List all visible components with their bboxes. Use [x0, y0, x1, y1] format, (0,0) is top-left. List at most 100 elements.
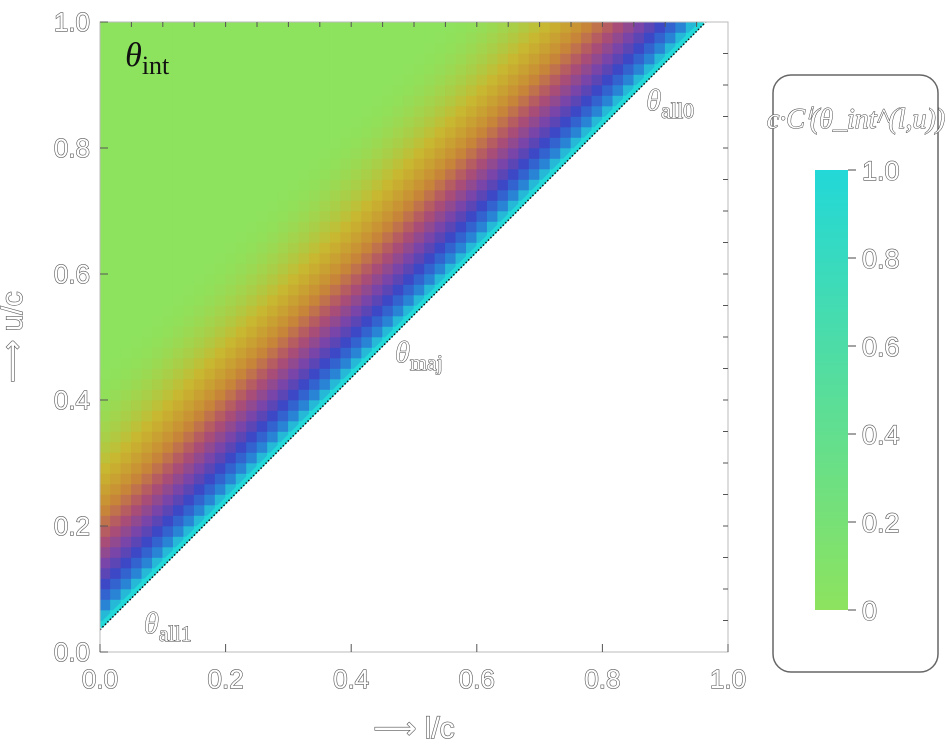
- heatmap-cell: [214, 95, 226, 107]
- heatmap-cell: [131, 63, 143, 75]
- heatmap-cell: [466, 95, 478, 107]
- heatmap-cell: [172, 158, 185, 170]
- heatmap-cell: [246, 378, 258, 390]
- heatmap-cell: [277, 242, 289, 254]
- heatmap-cell: [518, 179, 530, 191]
- heatmap-cell: [392, 116, 404, 128]
- heatmap-cell: [141, 252, 153, 264]
- heatmap-cell: [183, 158, 195, 170]
- heatmap-cell: [152, 32, 164, 44]
- heatmap-cell: [256, 284, 268, 296]
- heatmap-cell: [507, 22, 519, 33]
- heatmap-cell: [256, 273, 268, 285]
- heatmap-cell: [382, 84, 394, 96]
- heatmap-cell: [246, 357, 258, 369]
- heatmap-cell: [110, 515, 122, 527]
- heatmap-cell: [225, 452, 237, 464]
- heatmap-cell: [193, 284, 205, 296]
- heatmap-cell: [549, 32, 561, 44]
- heatmap-cell: [413, 105, 425, 117]
- heatmap-cell: [131, 494, 143, 506]
- heatmap-cell: [539, 95, 551, 107]
- heatmap-cell: [110, 263, 122, 275]
- heatmap-cell: [486, 210, 499, 222]
- heatmap-cell: [528, 63, 540, 75]
- heatmap-cell: [382, 42, 394, 54]
- heatmap-cell: [246, 116, 258, 128]
- heatmap-cell: [382, 263, 394, 275]
- heatmap-cell: [100, 452, 111, 464]
- heatmap-cell: [256, 210, 268, 222]
- heatmap-cell: [131, 452, 143, 464]
- heatmap-cell: [162, 116, 174, 128]
- heatmap-cell: [392, 242, 404, 254]
- heatmap-cell: [100, 410, 111, 422]
- heatmap-cell: [466, 63, 478, 75]
- heatmap-cell: [267, 137, 279, 149]
- heatmap-cell: [183, 147, 195, 159]
- heatmap-cell: [329, 242, 342, 254]
- heatmap-cell: [225, 189, 237, 201]
- heatmap-cell: [235, 42, 247, 54]
- heatmap-cell: [329, 22, 342, 33]
- heatmap-cell: [100, 462, 111, 474]
- heatmap-cell: [476, 84, 488, 96]
- heatmap-cell: [131, 357, 143, 369]
- heatmap-cell: [382, 137, 394, 149]
- heatmap-cell: [172, 210, 185, 222]
- heatmap-cell: [319, 284, 331, 296]
- heatmap-cell: [413, 63, 425, 75]
- heatmap-cell: [434, 147, 446, 159]
- heatmap-cell: [172, 84, 185, 96]
- heatmap-cell: [329, 126, 342, 138]
- heatmap-cell: [204, 336, 216, 348]
- heatmap-cell: [329, 42, 342, 54]
- heatmap-cell: [100, 273, 111, 285]
- heatmap-cell: [288, 420, 300, 432]
- heatmap-cell: [581, 74, 593, 86]
- heatmap-cell: [225, 221, 237, 233]
- heatmap-cell: [214, 357, 226, 369]
- heatmap-cell: [350, 179, 362, 191]
- heatmap-cell: [497, 22, 509, 33]
- heatmap-cell: [497, 168, 509, 180]
- heatmap-cell: [361, 32, 373, 44]
- heatmap-cell: [361, 189, 373, 201]
- heatmap-cell: [466, 22, 478, 33]
- heatmap-cell: [152, 546, 164, 558]
- heatmap-cell: [424, 53, 436, 65]
- heatmap-cell: [319, 53, 331, 65]
- heatmap-cell: [413, 74, 425, 86]
- heatmap-cell: [100, 588, 111, 600]
- heatmap-cell: [152, 137, 164, 149]
- heatmap-cell: [298, 42, 310, 54]
- heatmap-cell: [298, 252, 310, 264]
- heatmap-cell: [193, 347, 205, 359]
- heatmap-cell: [413, 53, 425, 65]
- heatmap-cell: [445, 147, 457, 159]
- heatmap-cell: [110, 305, 122, 317]
- heatmap-cell: [424, 189, 436, 201]
- heatmap-cell: [413, 231, 425, 243]
- heatmap-cell: [204, 431, 216, 443]
- heatmap-cell: [162, 315, 174, 327]
- heatmap-cell: [162, 389, 174, 401]
- heatmap-cell: [319, 305, 331, 317]
- heatmap-cell: [256, 200, 268, 212]
- heatmap-cell: [329, 294, 342, 306]
- heatmap-cell: [350, 210, 362, 222]
- heatmap-cell: [288, 210, 300, 222]
- heatmap-cell: [382, 32, 394, 44]
- heatmap-cell: [225, 368, 237, 380]
- heatmap-cell: [141, 189, 153, 201]
- heatmap-cell: [549, 137, 561, 149]
- heatmap-cell: [602, 53, 614, 65]
- heatmap-cell: [361, 147, 373, 159]
- heatmap-cell: [225, 273, 237, 285]
- heatmap-cell: [110, 441, 122, 453]
- heatmap-cell: [361, 231, 373, 243]
- heatmap-cell: [120, 32, 132, 44]
- heatmap-cell: [225, 158, 237, 170]
- heatmap-cell: [434, 137, 446, 149]
